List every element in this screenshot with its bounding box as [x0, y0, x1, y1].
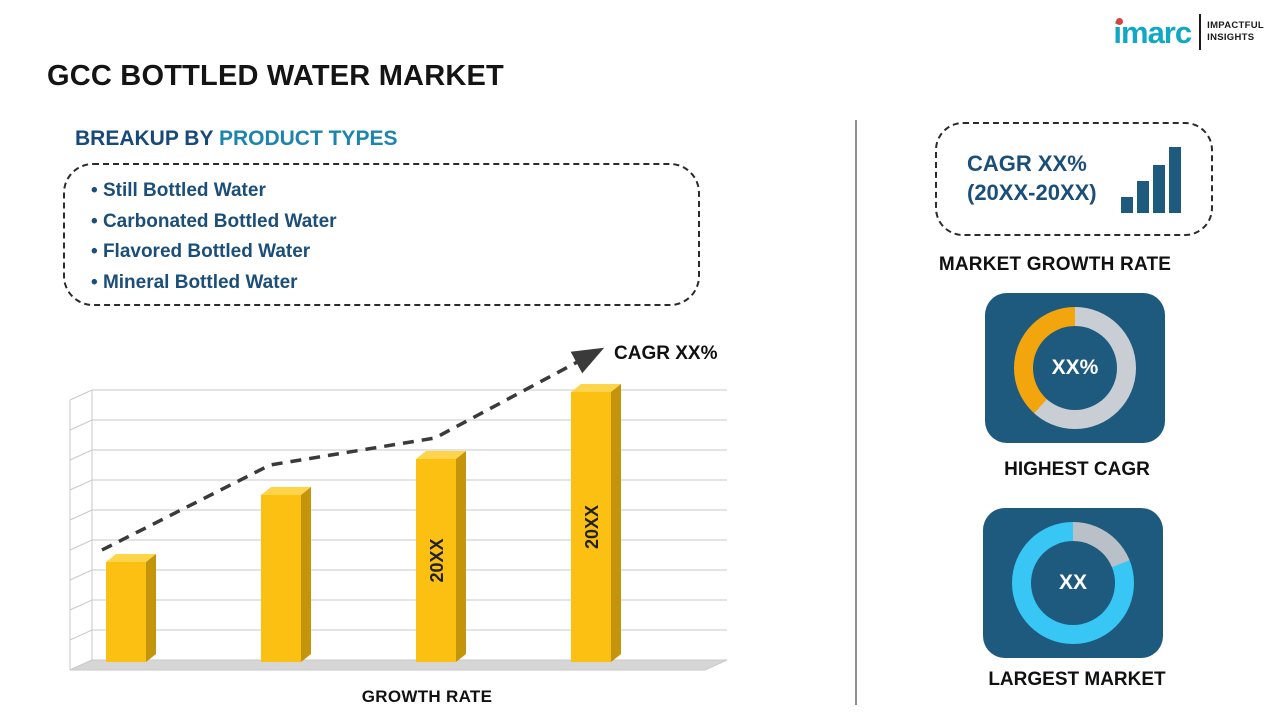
cagr-summary-text: CAGR XX% (20XX-20XX) — [967, 151, 1097, 205]
svg-text:20XX: 20XX — [427, 538, 447, 582]
product-types-box: Still Bottled Water Carbonated Bottled W… — [63, 163, 700, 306]
chart-x-axis-label: GROWTH RATE — [361, 687, 493, 706]
list-item: Still Bottled Water — [91, 176, 678, 207]
breakup-heading-highlight: PRODUCT TYPES — [218, 127, 398, 150]
highest-cagr-caption: HIGHEST CAGR — [1004, 459, 1150, 480]
breakup-heading-prefix: BREAKUP BY — [75, 127, 219, 150]
list-item: Carbonated Bottled Water — [91, 207, 678, 238]
growth-bar-chart: 20XX 20XX CAGR XX% GROWTH RATE — [62, 335, 752, 707]
largest-market-tile: XX — [983, 508, 1163, 658]
page-title: GCC BOTTLED WATER MARKET — [47, 60, 504, 92]
breakup-heading: BREAKUP BY PRODUCT TYPES — [75, 127, 397, 151]
imarc-logo: imarc IMPACTFUL INSIGHTS — [1113, 14, 1264, 50]
bar-chart-icon — [1121, 147, 1181, 213]
svg-text:20XX: 20XX — [582, 505, 602, 549]
largest-market-caption: LARGEST MARKET — [988, 669, 1166, 690]
logo-dot-icon — [1116, 17, 1124, 25]
largest-market-donut-icon: XX — [1012, 522, 1134, 644]
list-item: Flavored Bottled Water — [91, 237, 678, 268]
largest-market-value: XX — [1058, 571, 1087, 594]
cagr-summary-box: CAGR XX% (20XX-20XX) — [935, 122, 1213, 236]
panel-divider — [855, 120, 857, 705]
logo-tagline: IMPACTFUL INSIGHTS — [1207, 20, 1264, 43]
bar-chart-canvas: 20XX 20XX — [69, 347, 728, 671]
imarc-logo-text: imarc — [1113, 14, 1192, 50]
list-item: Mineral Bottled Water — [91, 268, 678, 299]
logo-divider — [1199, 14, 1202, 50]
market-growth-rate-label: MARKET GROWTH RATE — [938, 254, 1172, 275]
highest-cagr-value: XX% — [1051, 356, 1099, 379]
chart-cagr-annotation: CAGR XX% — [614, 343, 718, 364]
highest-cagr-donut-icon: XX% — [1014, 307, 1136, 429]
product-types-list: Still Bottled Water Carbonated Bottled W… — [91, 176, 678, 298]
highest-cagr-tile: XX% — [985, 293, 1165, 443]
